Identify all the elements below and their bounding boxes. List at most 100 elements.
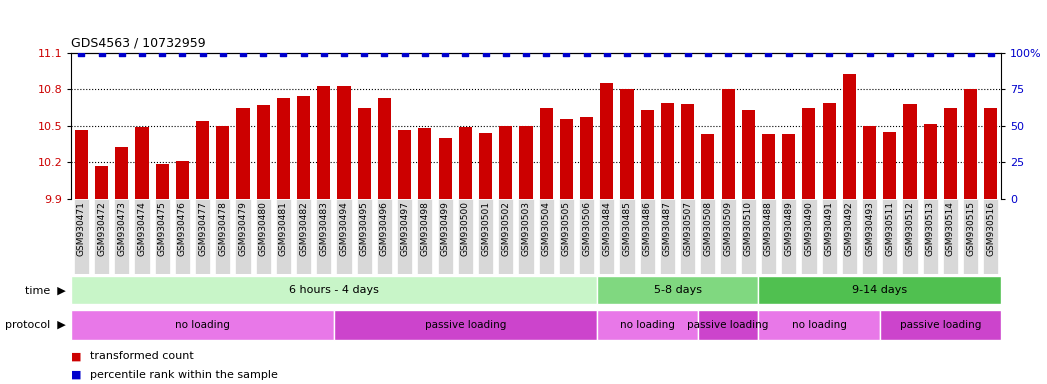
Text: ■: ■ bbox=[71, 370, 82, 380]
FancyBboxPatch shape bbox=[597, 276, 758, 305]
FancyBboxPatch shape bbox=[758, 310, 879, 340]
FancyBboxPatch shape bbox=[538, 199, 554, 274]
Bar bbox=[398, 129, 411, 199]
Text: GSM930510: GSM930510 bbox=[743, 201, 753, 256]
FancyBboxPatch shape bbox=[458, 199, 473, 274]
Text: GSM930480: GSM930480 bbox=[259, 201, 268, 256]
Point bbox=[599, 50, 616, 56]
Text: GSM930478: GSM930478 bbox=[218, 201, 227, 256]
Text: GSM930484: GSM930484 bbox=[602, 201, 611, 256]
Text: GSM930497: GSM930497 bbox=[400, 201, 409, 256]
Text: GSM930487: GSM930487 bbox=[663, 201, 672, 256]
FancyBboxPatch shape bbox=[438, 199, 452, 274]
FancyBboxPatch shape bbox=[71, 276, 597, 305]
Point bbox=[113, 50, 130, 56]
FancyBboxPatch shape bbox=[397, 199, 413, 274]
Text: no loading: no loading bbox=[175, 320, 230, 330]
Bar bbox=[337, 86, 351, 199]
FancyBboxPatch shape bbox=[336, 199, 352, 274]
Text: GSM930476: GSM930476 bbox=[178, 201, 186, 256]
Bar bbox=[721, 89, 735, 199]
Text: GSM930481: GSM930481 bbox=[279, 201, 288, 256]
Point bbox=[942, 50, 959, 56]
FancyBboxPatch shape bbox=[883, 199, 897, 274]
FancyBboxPatch shape bbox=[697, 310, 758, 340]
Bar bbox=[943, 108, 957, 199]
Point bbox=[699, 50, 716, 56]
Bar bbox=[884, 132, 896, 199]
Bar bbox=[74, 129, 88, 199]
FancyBboxPatch shape bbox=[134, 199, 150, 274]
FancyBboxPatch shape bbox=[71, 310, 334, 340]
Text: GSM930498: GSM930498 bbox=[421, 201, 429, 256]
Text: GSM930485: GSM930485 bbox=[623, 201, 631, 256]
Point bbox=[982, 50, 999, 56]
Text: GSM930471: GSM930471 bbox=[76, 201, 86, 256]
Bar bbox=[923, 124, 937, 199]
Point bbox=[295, 50, 312, 56]
FancyBboxPatch shape bbox=[357, 199, 372, 274]
Bar bbox=[297, 96, 310, 199]
Text: GSM930473: GSM930473 bbox=[117, 201, 127, 256]
Point bbox=[477, 50, 494, 56]
Point bbox=[134, 50, 151, 56]
Text: GSM930479: GSM930479 bbox=[239, 201, 247, 256]
Text: time  ▶: time ▶ bbox=[25, 285, 66, 295]
Text: GSM930505: GSM930505 bbox=[562, 201, 571, 256]
FancyBboxPatch shape bbox=[801, 199, 817, 274]
Text: GSM930491: GSM930491 bbox=[825, 201, 833, 256]
Point bbox=[719, 50, 736, 56]
Text: GSM930496: GSM930496 bbox=[380, 201, 389, 256]
Bar bbox=[156, 164, 169, 199]
Text: GSM930488: GSM930488 bbox=[764, 201, 773, 256]
Text: passive loading: passive loading bbox=[688, 320, 768, 330]
Point bbox=[962, 50, 979, 56]
FancyBboxPatch shape bbox=[822, 199, 837, 274]
Bar bbox=[358, 108, 371, 199]
FancyBboxPatch shape bbox=[155, 199, 170, 274]
Bar bbox=[600, 83, 614, 199]
FancyBboxPatch shape bbox=[862, 199, 877, 274]
Text: GSM930514: GSM930514 bbox=[945, 201, 955, 256]
Bar bbox=[701, 134, 714, 199]
FancyBboxPatch shape bbox=[498, 199, 513, 274]
FancyBboxPatch shape bbox=[597, 310, 697, 340]
Point bbox=[315, 50, 332, 56]
FancyBboxPatch shape bbox=[73, 199, 89, 274]
FancyBboxPatch shape bbox=[740, 199, 756, 274]
Bar bbox=[621, 89, 633, 199]
Text: no loading: no loading bbox=[792, 320, 846, 330]
FancyBboxPatch shape bbox=[275, 199, 291, 274]
Text: GSM930506: GSM930506 bbox=[582, 201, 592, 256]
Text: GSM930508: GSM930508 bbox=[704, 201, 712, 256]
Text: GSM930515: GSM930515 bbox=[966, 201, 975, 256]
Point bbox=[558, 50, 575, 56]
Bar bbox=[439, 138, 451, 199]
Bar bbox=[782, 134, 796, 199]
Bar bbox=[378, 98, 391, 199]
FancyBboxPatch shape bbox=[620, 199, 634, 274]
Point bbox=[659, 50, 675, 56]
Point bbox=[639, 50, 655, 56]
Bar bbox=[176, 161, 188, 199]
FancyBboxPatch shape bbox=[94, 199, 109, 274]
Bar bbox=[95, 166, 108, 199]
FancyBboxPatch shape bbox=[377, 199, 392, 274]
Bar bbox=[984, 108, 998, 199]
Text: ■: ■ bbox=[71, 351, 82, 361]
Bar bbox=[196, 121, 209, 199]
FancyBboxPatch shape bbox=[216, 199, 230, 274]
FancyBboxPatch shape bbox=[681, 199, 695, 274]
Text: GSM930509: GSM930509 bbox=[723, 201, 733, 256]
Point bbox=[780, 50, 797, 56]
Bar bbox=[641, 110, 653, 199]
FancyBboxPatch shape bbox=[559, 199, 574, 274]
FancyBboxPatch shape bbox=[334, 310, 597, 340]
Point bbox=[235, 50, 251, 56]
Text: GSM930513: GSM930513 bbox=[926, 201, 935, 256]
FancyBboxPatch shape bbox=[114, 199, 130, 274]
FancyBboxPatch shape bbox=[983, 199, 999, 274]
FancyBboxPatch shape bbox=[255, 199, 271, 274]
Bar bbox=[317, 86, 331, 199]
FancyBboxPatch shape bbox=[761, 199, 776, 274]
